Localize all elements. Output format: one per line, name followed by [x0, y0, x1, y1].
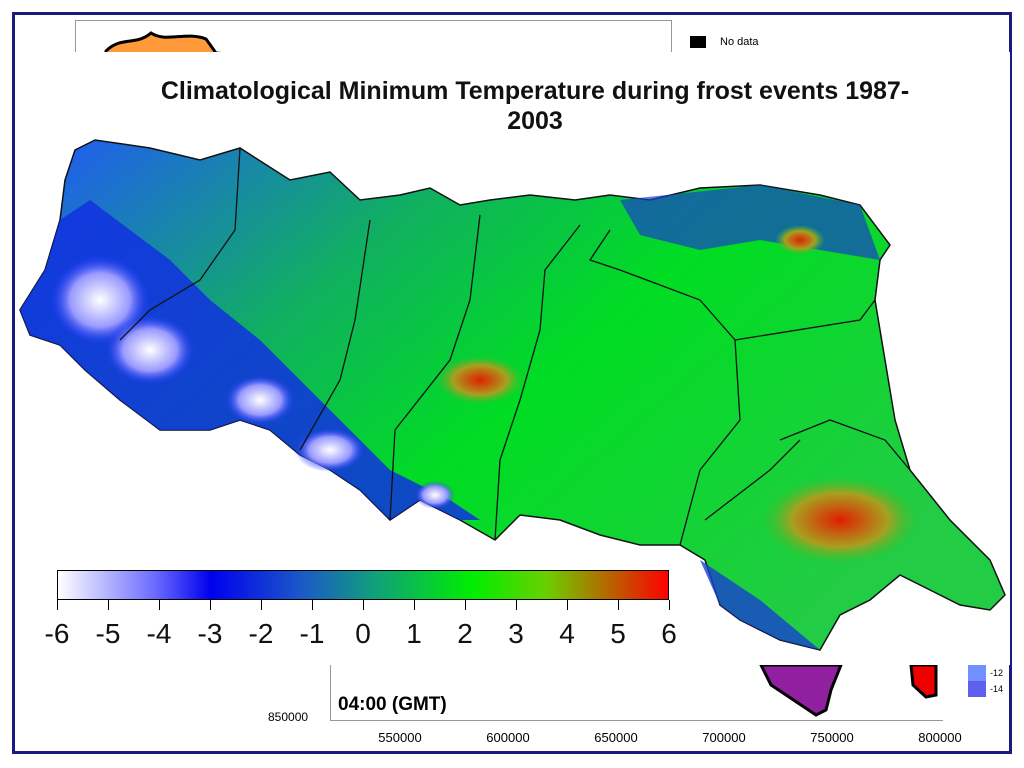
- colorbar-tick-label: 3: [508, 618, 524, 649]
- colorbar-tick-label: 0: [355, 618, 371, 649]
- colorbar-tick-label: -5: [95, 618, 121, 649]
- x-axis-tick-label: 750000: [810, 730, 854, 745]
- colorbar-tick-label: 5: [610, 618, 626, 649]
- colorbar-tick-label: -3: [197, 618, 223, 649]
- x-axis-tick-label: 650000: [594, 730, 638, 745]
- background-small-legend: -12 -14: [968, 665, 1003, 697]
- colorbar-tick-mark: [516, 600, 517, 610]
- colorbar-tick-mark: [618, 600, 619, 610]
- colorbar-tick-label: -4: [146, 618, 172, 649]
- colorbar-tick-label: 2: [457, 618, 473, 649]
- colorbar: [57, 570, 669, 600]
- small-legend-item: -12: [968, 665, 1003, 681]
- colorbar-tick-mark: [261, 600, 262, 610]
- background-legend: No data: [690, 36, 759, 49]
- background-plot-shape: [758, 663, 938, 717]
- colorbar-ticks: [57, 600, 670, 610]
- x-axis-tick-label: 600000: [486, 730, 530, 745]
- colorbar-tick-mark: [414, 600, 415, 610]
- colorbar-tick-mark: [312, 600, 313, 610]
- background-plot-frame: [330, 663, 943, 721]
- slide-frame: [12, 12, 1012, 754]
- colorbar-labels: -6 -5 -4 -3 -2 -1 0 1 2 3 4 5 6: [45, 618, 677, 654]
- colorbar-tick-mark: [159, 600, 160, 610]
- y-axis-tick: 850000: [268, 710, 309, 724]
- x-axis-tick-label: 800000: [918, 730, 962, 745]
- colorbar-tick-mark: [465, 600, 466, 610]
- colorbar-tick-mark: [108, 600, 109, 610]
- colorbar-tick-mark: [567, 600, 568, 610]
- no-data-label: No data: [720, 36, 759, 48]
- colorbar-tick-mark: [669, 600, 670, 610]
- x-axis-ticks: 550000 600000 650000 700000 750000 800000: [330, 730, 970, 750]
- colorbar-tick-mark: [363, 600, 364, 610]
- colorbar-tick-label: 6: [661, 618, 677, 649]
- province-borders: [119, 147, 911, 546]
- map-title: Climatological Minimum Temperature durin…: [160, 77, 910, 135]
- time-label: 04:00 (GMT): [338, 694, 447, 715]
- colorbar-tick-label: -6: [44, 618, 70, 649]
- small-legend-item: -14: [968, 681, 1003, 697]
- x-axis-tick-label: 700000: [702, 730, 746, 745]
- x-axis-tick-label: 550000: [378, 730, 422, 745]
- colorbar-tick-label: -2: [248, 618, 274, 649]
- no-data-swatch: [690, 36, 706, 49]
- colorbar-tick-label: -1: [299, 618, 325, 649]
- colorbar-tick-label: 4: [559, 618, 575, 649]
- colorbar-tick-mark: [57, 600, 58, 610]
- colorbar-tick-mark: [210, 600, 211, 610]
- colorbar-tick-label: 1: [406, 618, 422, 649]
